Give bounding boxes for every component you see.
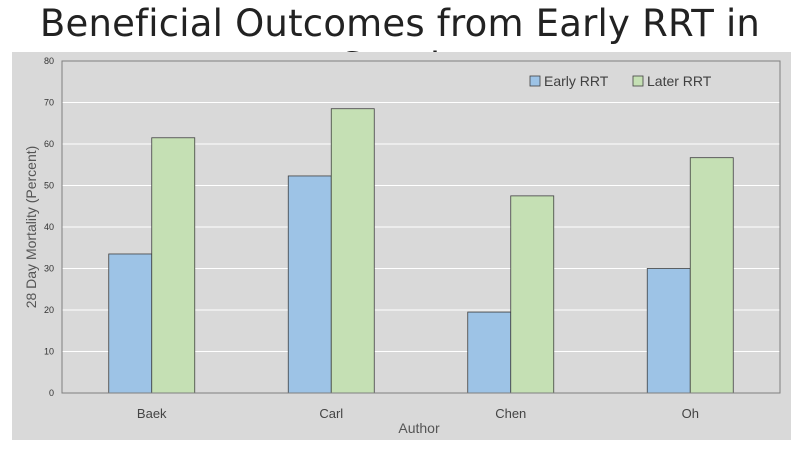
- bar-early-rrt-carl: [287, 175, 332, 394]
- x-axis-title: Author: [398, 420, 440, 436]
- plot-border: [61, 60, 781, 394]
- bar-later-rrt-carl: [330, 108, 375, 394]
- y-tick-label: 0: [49, 388, 54, 398]
- bar-early-rrt-oh: [646, 268, 691, 394]
- legend-label: Later RRT: [647, 73, 712, 89]
- x-tick-label: Carl: [319, 406, 343, 421]
- bar-chart: 0 10 20 30 40 50 60 70 80 Baek Carl Chen Oh 28 Day …: [23, 56, 781, 436]
- y-tick-label: 30: [44, 264, 54, 274]
- x-tick-label: Chen: [495, 406, 526, 421]
- x-tick-labels: Baek Carl Chen Oh: [137, 406, 699, 421]
- chart-area: 0 10 20 30 40 50 60 70 80 Baek Carl Chen Oh 28 Day …: [12, 52, 791, 440]
- y-tick-label: 80: [44, 56, 54, 66]
- legend: Early RRT Later RRT: [529, 73, 712, 89]
- bar-later-rrt-baek: [151, 137, 196, 394]
- y-tick-label: 60: [44, 139, 54, 149]
- y-tick-label: 20: [44, 305, 54, 315]
- x-tick-label: Baek: [137, 406, 167, 421]
- bar-early-rrt-baek: [108, 253, 153, 394]
- legend-swatch: [529, 75, 541, 87]
- y-tick-label: 50: [44, 181, 54, 191]
- y-tick-label: 40: [44, 222, 54, 232]
- bar-later-rrt-oh: [689, 157, 734, 394]
- bar-early-rrt-chen: [467, 311, 512, 394]
- bars: [108, 108, 734, 394]
- y-tick-labels: 0 10 20 30 40 50 60 70 80: [44, 56, 54, 398]
- y-tick-label: 70: [44, 98, 54, 108]
- y-axis-title: 28 Day Mortality (Percent): [23, 146, 39, 309]
- y-tick-label: 10: [44, 347, 54, 357]
- x-tick-label: Oh: [682, 406, 699, 421]
- legend-label: Early RRT: [544, 73, 609, 89]
- legend-swatch: [632, 75, 644, 87]
- bar-later-rrt-chen: [510, 195, 555, 394]
